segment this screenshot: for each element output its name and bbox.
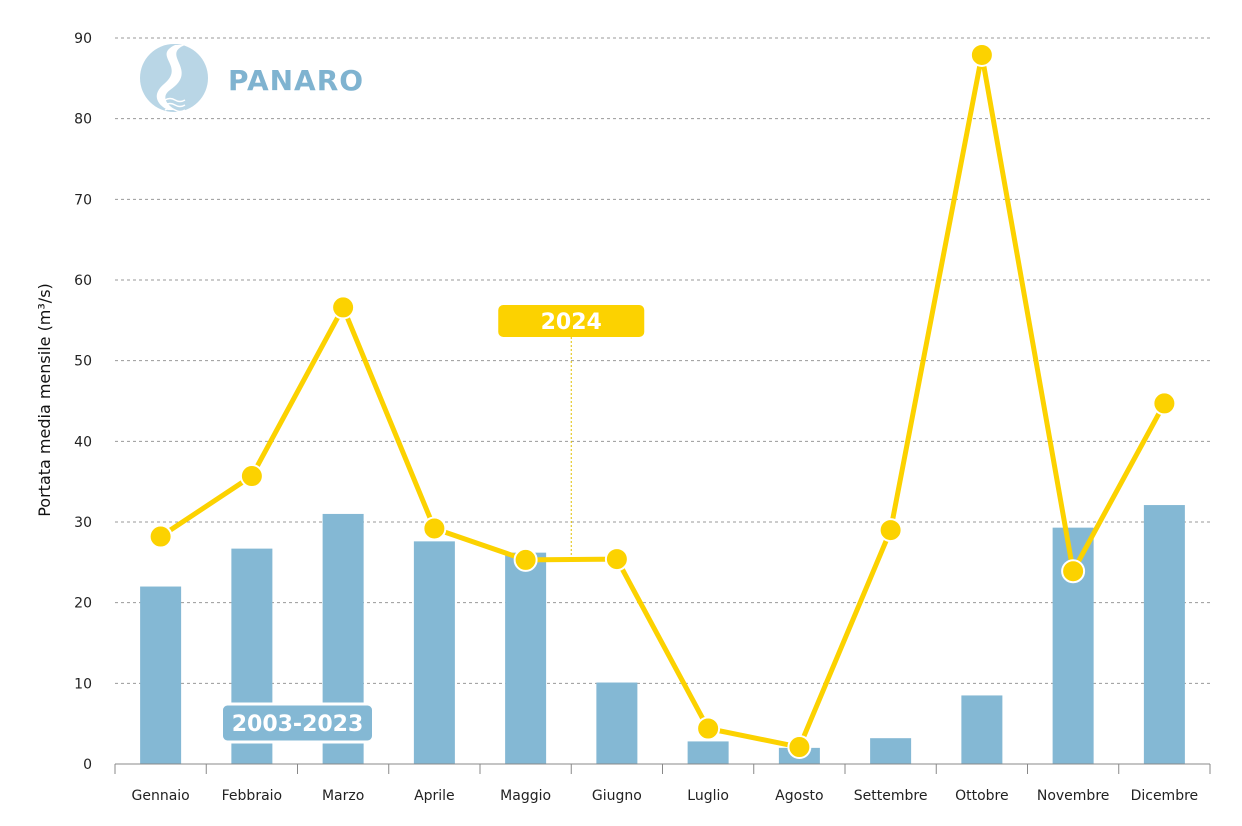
y-tick-label: 30 xyxy=(74,515,92,531)
legend-2003-2023: 2003-2023 xyxy=(220,702,375,744)
y-tick-label: 40 xyxy=(74,434,92,450)
x-axis-labels: Gennaio Febbraio Marzo Aprile Maggio Giugno Lu… xyxy=(132,788,1199,804)
bar xyxy=(961,695,1003,764)
line-point xyxy=(513,547,538,572)
bar xyxy=(1143,505,1185,764)
y-axis-title: Portata media mensile (m³/s) xyxy=(35,283,54,517)
legend-2024-box xyxy=(498,305,645,337)
y-tick-label: 20 xyxy=(74,596,92,612)
x-tick-label: Ottobre xyxy=(955,788,1009,804)
x-tick-label: Gennaio xyxy=(132,788,190,804)
x-tick-label: Settembre xyxy=(854,788,928,804)
bar xyxy=(687,741,729,764)
x-axis xyxy=(114,763,1211,774)
river-logo-stream xyxy=(156,45,185,110)
y-tick-label: 0 xyxy=(83,757,92,773)
y-tick-label: 60 xyxy=(74,273,92,289)
brand-title: PANARO xyxy=(228,64,364,97)
line-point xyxy=(696,716,721,741)
line-point xyxy=(1061,559,1086,584)
legend-2003-2023-label: 2003-2023 xyxy=(232,712,364,737)
x-tick-label: Aprile xyxy=(414,788,455,804)
y-tick-label: 70 xyxy=(74,192,92,208)
bar-series xyxy=(140,505,1185,764)
y-tick-label: 80 xyxy=(74,112,92,128)
x-tick-label: Dicembre xyxy=(1131,788,1199,804)
bar xyxy=(870,738,912,764)
brand-logo: PANARO xyxy=(140,44,364,113)
line-point xyxy=(969,42,994,67)
line-path xyxy=(159,52,1167,750)
x-tick-label: Agosto xyxy=(775,788,823,804)
x-tick-label: Febbraio xyxy=(222,788,282,804)
line-point xyxy=(604,547,629,572)
x-tick-label: Novembre xyxy=(1037,788,1110,804)
line-point xyxy=(1152,391,1177,416)
bar xyxy=(505,552,547,764)
x-tick-label: Giugno xyxy=(592,788,642,804)
legend-2024-label: 2024 xyxy=(541,310,602,335)
line-point xyxy=(787,735,812,760)
line-point xyxy=(148,524,173,549)
bar xyxy=(596,682,638,764)
line-point xyxy=(331,295,356,320)
x-tick-label: Luglio xyxy=(687,788,729,804)
legend-2003-2023-box xyxy=(220,702,375,744)
grid-lines xyxy=(115,37,1210,684)
y-tick-label: 90 xyxy=(74,31,92,47)
y-axis-ticks: 0 10 20 30 40 50 60 70 80 90 xyxy=(74,31,92,773)
x-tick-label: Maggio xyxy=(500,788,551,804)
y-tick-label: 10 xyxy=(74,676,92,692)
line-point xyxy=(878,518,903,543)
bar xyxy=(140,586,182,764)
river-logo-wave xyxy=(164,97,186,113)
x-tick-label: Marzo xyxy=(322,788,364,804)
bar xyxy=(413,541,455,764)
line-point xyxy=(422,516,447,541)
legend-2024: 2024 xyxy=(498,305,645,560)
line-series xyxy=(148,42,1177,760)
y-tick-label: 50 xyxy=(74,354,92,370)
line-point xyxy=(239,464,264,489)
